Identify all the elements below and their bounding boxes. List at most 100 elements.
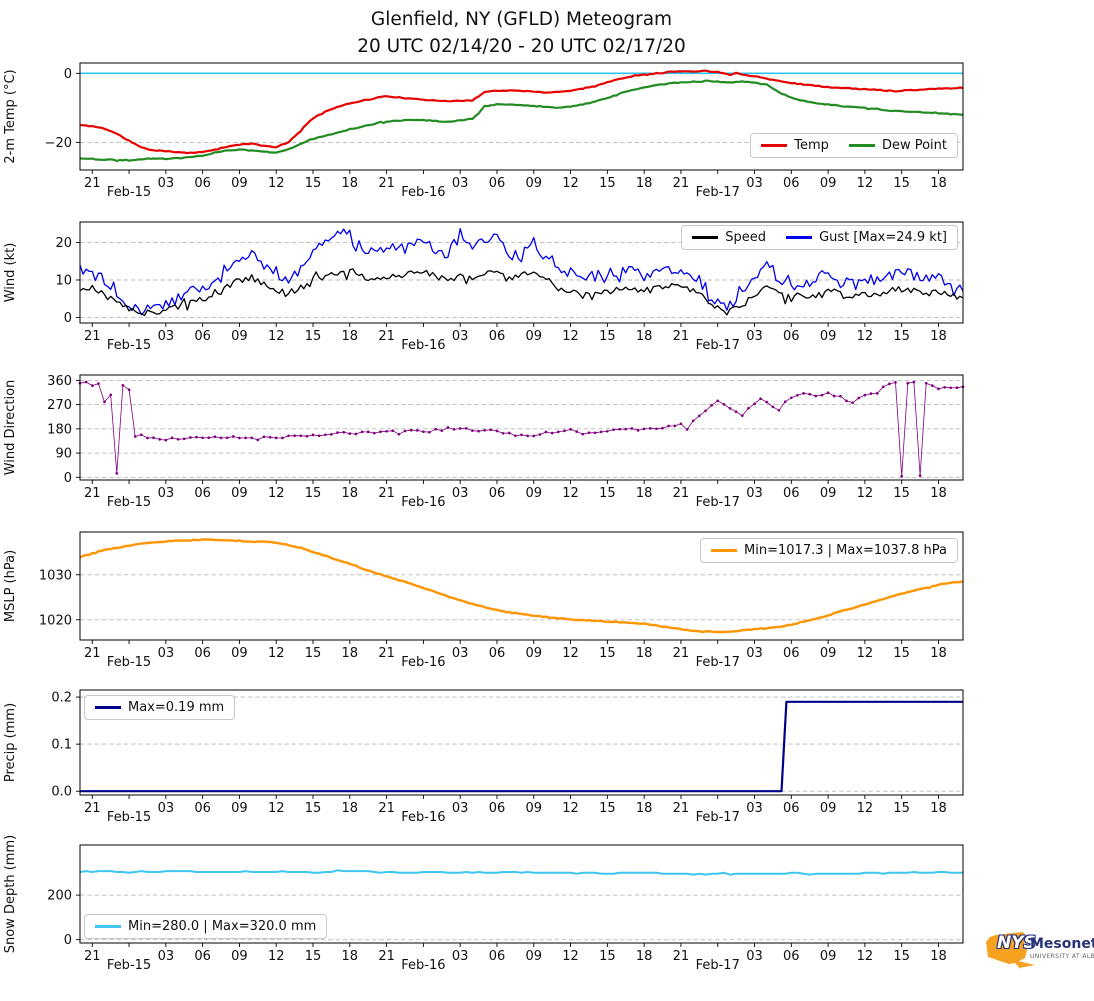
data-point — [336, 431, 339, 434]
svg-text:21: 21 — [378, 646, 395, 661]
svg-text:15: 15 — [893, 176, 910, 191]
data-point — [415, 429, 419, 432]
data-point — [655, 427, 658, 431]
svg-text:12: 12 — [562, 646, 579, 661]
data-point — [789, 396, 793, 400]
data-point — [642, 427, 646, 431]
data-point — [434, 427, 438, 431]
svg-text:18: 18 — [930, 329, 947, 344]
svg-text:Feb-15: Feb-15 — [107, 338, 151, 353]
svg-text:21: 21 — [673, 949, 690, 964]
data-point — [587, 431, 591, 435]
svg-text:03: 03 — [746, 486, 763, 501]
svg-text:18: 18 — [636, 329, 653, 344]
data-point — [814, 394, 818, 398]
data-point — [195, 435, 198, 439]
svg-text:03: 03 — [746, 801, 763, 816]
data-point — [796, 393, 799, 397]
data-point — [820, 393, 824, 397]
svg-text:12: 12 — [268, 176, 285, 191]
svg-text:06: 06 — [489, 329, 506, 344]
svg-text:360: 360 — [47, 374, 72, 389]
data-point — [342, 430, 346, 434]
mslp-line-sample — [711, 549, 738, 552]
data-point — [716, 399, 720, 403]
data-point — [127, 388, 131, 392]
data-point — [238, 436, 241, 440]
svg-text:03: 03 — [452, 646, 469, 661]
data-point — [213, 435, 217, 439]
data-point — [115, 472, 119, 475]
legend-label-dewpoint: Dew Point — [881, 138, 947, 153]
data-point — [501, 431, 505, 435]
svg-text:Feb-16: Feb-16 — [401, 958, 445, 973]
data-point — [881, 385, 885, 389]
svg-text:18: 18 — [636, 949, 653, 964]
data-point — [851, 401, 854, 405]
data-point — [330, 433, 333, 436]
data-point — [489, 428, 493, 432]
data-point — [397, 432, 401, 436]
data-point — [777, 408, 781, 412]
svg-text:09: 09 — [525, 486, 542, 501]
svg-text:Feb-15: Feb-15 — [107, 958, 151, 973]
wind-legend: Speed Gust [Max=24.9 kt] — [681, 225, 958, 250]
data-point — [428, 430, 431, 434]
snow-series-line — [79, 869, 963, 876]
svg-text:06: 06 — [783, 329, 800, 344]
data-point — [581, 432, 585, 436]
svg-text:09: 09 — [525, 949, 542, 964]
legend-label-mslp: Min=1017.3 | Max=1037.8 hPa — [744, 543, 947, 558]
data-point — [673, 424, 677, 428]
svg-text:180: 180 — [47, 422, 72, 437]
svg-text:06: 06 — [489, 949, 506, 964]
svg-text:09: 09 — [231, 801, 248, 816]
svg-text:270: 270 — [47, 398, 72, 413]
svg-text:12: 12 — [562, 949, 579, 964]
svg-text:0: 0 — [64, 933, 72, 948]
panel-frame — [79, 689, 964, 796]
legend-entry-gust: Gust [Max=24.9 kt] — [786, 230, 947, 245]
svg-text:09: 09 — [231, 329, 248, 344]
data-point — [354, 432, 358, 436]
chart-title-line1: Glenfield, NY (GFLD) Meteogram — [370, 9, 673, 30]
data-point — [464, 427, 468, 430]
data-point — [133, 435, 137, 438]
svg-text:03: 03 — [452, 801, 469, 816]
svg-text:06: 06 — [489, 646, 506, 661]
data-point — [471, 429, 474, 432]
data-point — [550, 431, 554, 435]
data-point — [323, 433, 327, 437]
svg-text:15: 15 — [893, 801, 910, 816]
data-point — [710, 404, 713, 407]
data-point — [630, 427, 634, 430]
svg-text:12: 12 — [857, 646, 874, 661]
data-point — [753, 402, 756, 406]
data-point — [863, 393, 867, 397]
svg-text:12: 12 — [268, 486, 285, 501]
data-point — [624, 427, 628, 431]
data-point — [648, 427, 652, 430]
nys-mesonet-logo: NYS Mesonet UNIVERSITY AT ALBANY — [981, 924, 1094, 988]
logo-mesonet-text: Mesonet — [1030, 936, 1094, 952]
data-point — [636, 429, 640, 432]
svg-text:Precip (mm): Precip (mm) — [3, 703, 18, 782]
legend-entry-dewpoint: Dew Point — [848, 138, 947, 153]
data-point — [495, 429, 499, 433]
snow-line-sample — [95, 925, 121, 928]
svg-text:09: 09 — [820, 486, 837, 501]
svg-text:09: 09 — [231, 646, 248, 661]
data-point — [520, 433, 523, 437]
data-point — [281, 436, 284, 440]
svg-text:Feb-17: Feb-17 — [696, 958, 740, 973]
svg-text:0: 0 — [64, 311, 72, 326]
data-point — [250, 436, 254, 440]
legend-label-gust: Gust [Max=24.9 kt] — [819, 230, 947, 245]
svg-text:21: 21 — [378, 176, 395, 191]
svg-text:06: 06 — [489, 486, 506, 501]
data-point — [839, 394, 842, 398]
svg-text:06: 06 — [194, 949, 211, 964]
data-point — [299, 434, 303, 438]
